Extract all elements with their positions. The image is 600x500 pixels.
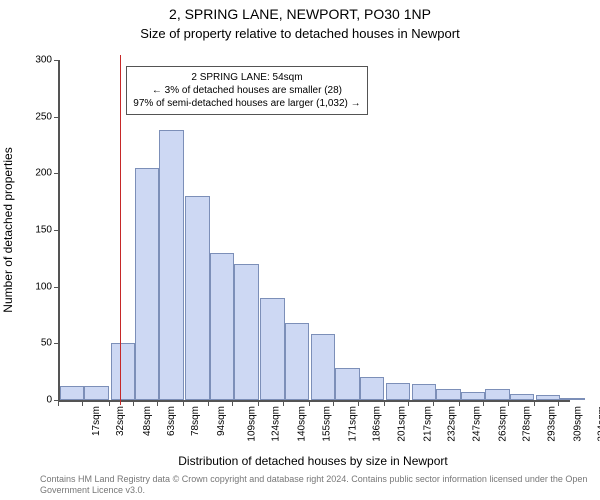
histogram-bar (412, 384, 436, 400)
x-tick (333, 400, 334, 406)
x-tick (384, 400, 385, 406)
x-tick (82, 400, 83, 406)
x-tick-label: 48sqm (142, 406, 153, 436)
y-tick (54, 60, 60, 61)
y-tick-label: 0 (12, 395, 52, 406)
y-tick (54, 343, 60, 344)
plot-area: 2 SPRING LANE: 54sqm ← 3% of detached ho… (58, 60, 570, 402)
x-tick-label: 278sqm (522, 406, 533, 442)
x-tick (258, 400, 259, 406)
histogram-bar (560, 398, 584, 400)
x-tick (58, 400, 59, 406)
x-tick (133, 400, 134, 406)
histogram-bar (234, 264, 258, 400)
y-tick (54, 117, 60, 118)
histogram-bar (510, 394, 534, 400)
x-tick (109, 400, 110, 406)
y-tick-label: 150 (12, 225, 52, 236)
x-tick (534, 400, 535, 406)
x-tick-label: 63sqm (166, 406, 177, 436)
x-tick-label: 109sqm (246, 406, 257, 442)
histogram-bar (159, 130, 183, 400)
y-tick-label: 50 (12, 338, 52, 349)
annotation-line-2: ← 3% of detached houses are smaller (28) (133, 84, 360, 97)
histogram-bar (485, 389, 509, 400)
histogram-bar (210, 253, 234, 400)
x-tick-label: 247sqm (471, 406, 482, 442)
reference-line (120, 55, 121, 405)
x-tick (309, 400, 310, 406)
x-tick-label: 32sqm (115, 406, 126, 436)
x-axis-label: Distribution of detached houses by size … (58, 454, 568, 468)
x-tick-label: 201sqm (396, 406, 407, 442)
x-tick (558, 400, 559, 406)
histogram-bar (311, 334, 335, 400)
x-tick (358, 400, 359, 406)
histogram-bar (386, 383, 410, 400)
y-tick-label: 200 (12, 168, 52, 179)
annotation-line-1: 2 SPRING LANE: 54sqm (133, 71, 360, 84)
x-tick-label: 263sqm (497, 406, 508, 442)
x-tick-label: 155sqm (321, 406, 332, 442)
x-tick (208, 400, 209, 406)
y-tick-label: 100 (12, 281, 52, 292)
x-tick-label: 186sqm (372, 406, 383, 442)
x-tick-label: 217sqm (422, 406, 433, 442)
x-tick-label: 232sqm (447, 406, 458, 442)
x-tick-label: 140sqm (297, 406, 308, 442)
x-tick-label: 124sqm (271, 406, 282, 442)
footnote: Contains HM Land Registry data © Crown c… (40, 474, 590, 497)
histogram-bar (285, 323, 309, 400)
y-tick (54, 173, 60, 174)
x-tick (459, 400, 460, 406)
x-tick (283, 400, 284, 406)
histogram-bar (60, 386, 84, 400)
y-tick (54, 400, 60, 401)
x-tick (183, 400, 184, 406)
x-tick (433, 400, 434, 406)
y-tick-label: 250 (12, 111, 52, 122)
x-tick-label: 17sqm (91, 406, 102, 436)
histogram-bar (335, 368, 359, 400)
y-tick (54, 230, 60, 231)
annotation-box: 2 SPRING LANE: 54sqm ← 3% of detached ho… (126, 66, 367, 115)
histogram-bar (536, 395, 560, 400)
y-tick (54, 287, 60, 288)
chart-subtitle: Size of property relative to detached ho… (0, 26, 600, 41)
histogram-bar (260, 298, 284, 400)
histogram-bar (84, 386, 108, 400)
x-tick-label: 94sqm (216, 406, 227, 436)
histogram-bar (135, 168, 159, 400)
histogram-bar (461, 392, 485, 400)
histogram-bar (185, 196, 209, 400)
chart-title: 2, SPRING LANE, NEWPORT, PO30 1NP (0, 6, 600, 22)
x-tick-label: 171sqm (348, 406, 359, 442)
chart-container: 2, SPRING LANE, NEWPORT, PO30 1NP Size o… (0, 0, 600, 500)
y-tick-label: 300 (12, 55, 52, 66)
x-tick (408, 400, 409, 406)
x-tick-label: 78sqm (190, 406, 201, 436)
x-tick-label: 293sqm (546, 406, 557, 442)
x-tick (483, 400, 484, 406)
x-tick-label: 309sqm (572, 406, 583, 442)
x-tick (232, 400, 233, 406)
x-tick (157, 400, 158, 406)
annotation-line-3: 97% of semi-detached houses are larger (… (133, 97, 360, 110)
x-tick (508, 400, 509, 406)
histogram-bar (436, 389, 460, 400)
histogram-bar (360, 377, 384, 400)
histogram-bar (111, 343, 135, 400)
